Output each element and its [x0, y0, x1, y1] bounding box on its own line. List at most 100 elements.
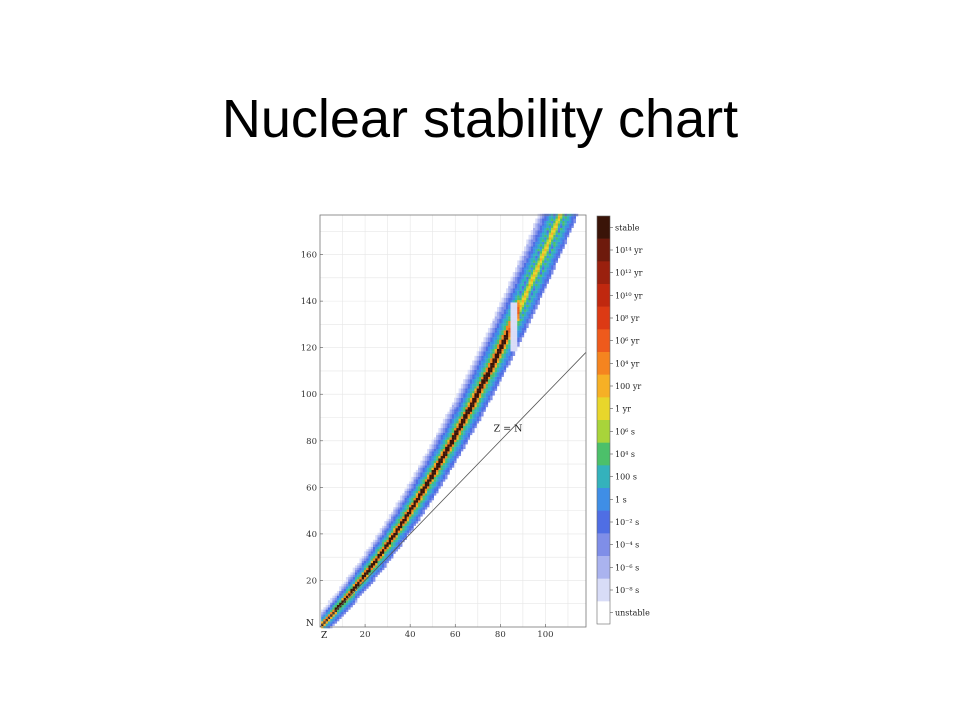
nuclide-cell	[508, 362, 511, 366]
nuclide-cell	[537, 227, 540, 231]
nuclide-cell	[560, 218, 563, 221]
nuclide-cell	[409, 495, 412, 498]
nuclide-cell	[431, 451, 434, 454]
nuclide-cell	[460, 416, 464, 419]
nuclide-cell	[345, 595, 349, 599]
nuclide-cell	[463, 425, 466, 429]
nuclide-cell	[472, 376, 475, 380]
nuclide-cell	[476, 411, 480, 415]
nuclide-cell	[400, 504, 403, 508]
nuclide-cell	[505, 297, 509, 301]
nuclide-cell	[379, 532, 383, 536]
nuclide-cell	[517, 265, 520, 268]
nuclide-cell	[388, 551, 392, 554]
nuclide-cell	[553, 255, 556, 259]
nuclide-cell	[524, 269, 527, 273]
nuclide-cell	[499, 313, 502, 317]
nuclide-cell	[458, 427, 462, 431]
nuclide-cell	[354, 597, 358, 601]
nuclide-cell	[447, 462, 450, 466]
nuclide-cell	[521, 276, 525, 280]
nuclide-cell	[467, 425, 471, 429]
nuclide-cell	[526, 253, 529, 256]
nuclide-cell	[460, 404, 464, 408]
nuclide-cell	[458, 453, 462, 457]
nuclide-cell	[483, 383, 486, 387]
nuclide-cell	[436, 483, 439, 487]
nuclide-cell	[422, 488, 425, 491]
nuclide-cell	[454, 404, 457, 408]
nuclide-cell	[501, 353, 504, 356]
nuclide-cell	[334, 595, 338, 599]
nuclide-cell	[321, 621, 324, 624]
nuclide-cell	[377, 542, 380, 545]
nuclide-cell	[343, 607, 347, 610]
nuclide-cell	[368, 569, 371, 573]
nuclide-cell	[499, 330, 502, 333]
nuclide-cell	[530, 260, 534, 263]
z-equals-n-label: Z = N	[494, 423, 523, 434]
nuclide-cell	[569, 225, 572, 228]
nuclide-cell	[341, 600, 344, 603]
nuclide-cell	[517, 341, 520, 345]
nuclide-cell	[404, 511, 407, 515]
nuclide-cell	[384, 523, 387, 526]
nuclide-cell	[409, 511, 412, 515]
nuclide-cell	[458, 414, 462, 417]
nuclide-cell	[478, 402, 482, 405]
nuclide-cell	[501, 320, 504, 324]
nuclide-cell	[503, 313, 507, 317]
nuclide-cell	[472, 395, 475, 398]
nuclide-cell	[445, 439, 448, 443]
nuclide-cell	[431, 460, 434, 464]
nuclide-cell	[537, 253, 540, 256]
nuclide-cell	[501, 344, 504, 347]
nuclide-cell	[512, 311, 516, 315]
nuclide-cell	[514, 274, 518, 277]
nuclide-cell	[481, 393, 484, 396]
nuclide-cell	[375, 569, 378, 573]
nuclide-cell	[350, 602, 353, 606]
nuclide-cell	[560, 230, 563, 233]
nuclide-cell	[460, 439, 464, 443]
nuclide-cell	[379, 553, 383, 557]
nuclide-cell	[490, 369, 493, 373]
nuclide-cell	[519, 334, 522, 338]
nuclide-cell	[406, 525, 410, 529]
nuclide-cell	[386, 532, 389, 536]
nuclide-cell	[533, 283, 536, 287]
nuclide-cell	[514, 334, 518, 338]
nuclide-cell	[544, 239, 547, 242]
nuclide-cell	[503, 292, 507, 296]
nuclide-cell	[505, 327, 509, 331]
nuclide-cell	[503, 330, 507, 333]
nuclide-cell	[438, 462, 441, 466]
nuclide-cell	[544, 269, 547, 273]
nuclide-cell	[533, 251, 536, 254]
nuclide-cell	[420, 483, 423, 487]
nuclide-cell	[533, 274, 536, 277]
nuclide-cell	[528, 311, 531, 315]
nuclide-cell	[548, 251, 552, 254]
nuclide-cell	[533, 276, 536, 280]
nuclide-cell	[526, 281, 529, 284]
nuclide-cell	[526, 320, 529, 324]
nuclide-cell	[517, 323, 520, 326]
nuclide-cell	[345, 593, 349, 596]
nuclide-cell	[496, 313, 500, 317]
nuclide-cell	[436, 462, 439, 466]
nuclide-cell	[499, 327, 502, 331]
nuclide-cell	[508, 355, 511, 359]
nuclide-cell	[510, 306, 513, 310]
nuclide-cell	[325, 604, 329, 608]
nuclide-cell	[528, 281, 531, 284]
nuclide-cell	[409, 528, 412, 531]
nuclide-cell	[569, 218, 572, 221]
nuclide-cell	[514, 344, 518, 347]
nuclide-cell	[427, 472, 430, 475]
nuclide-cell	[535, 225, 538, 228]
nuclide-cell	[463, 416, 466, 419]
nuclide-cell	[438, 441, 441, 445]
nuclide-cell	[494, 341, 498, 345]
